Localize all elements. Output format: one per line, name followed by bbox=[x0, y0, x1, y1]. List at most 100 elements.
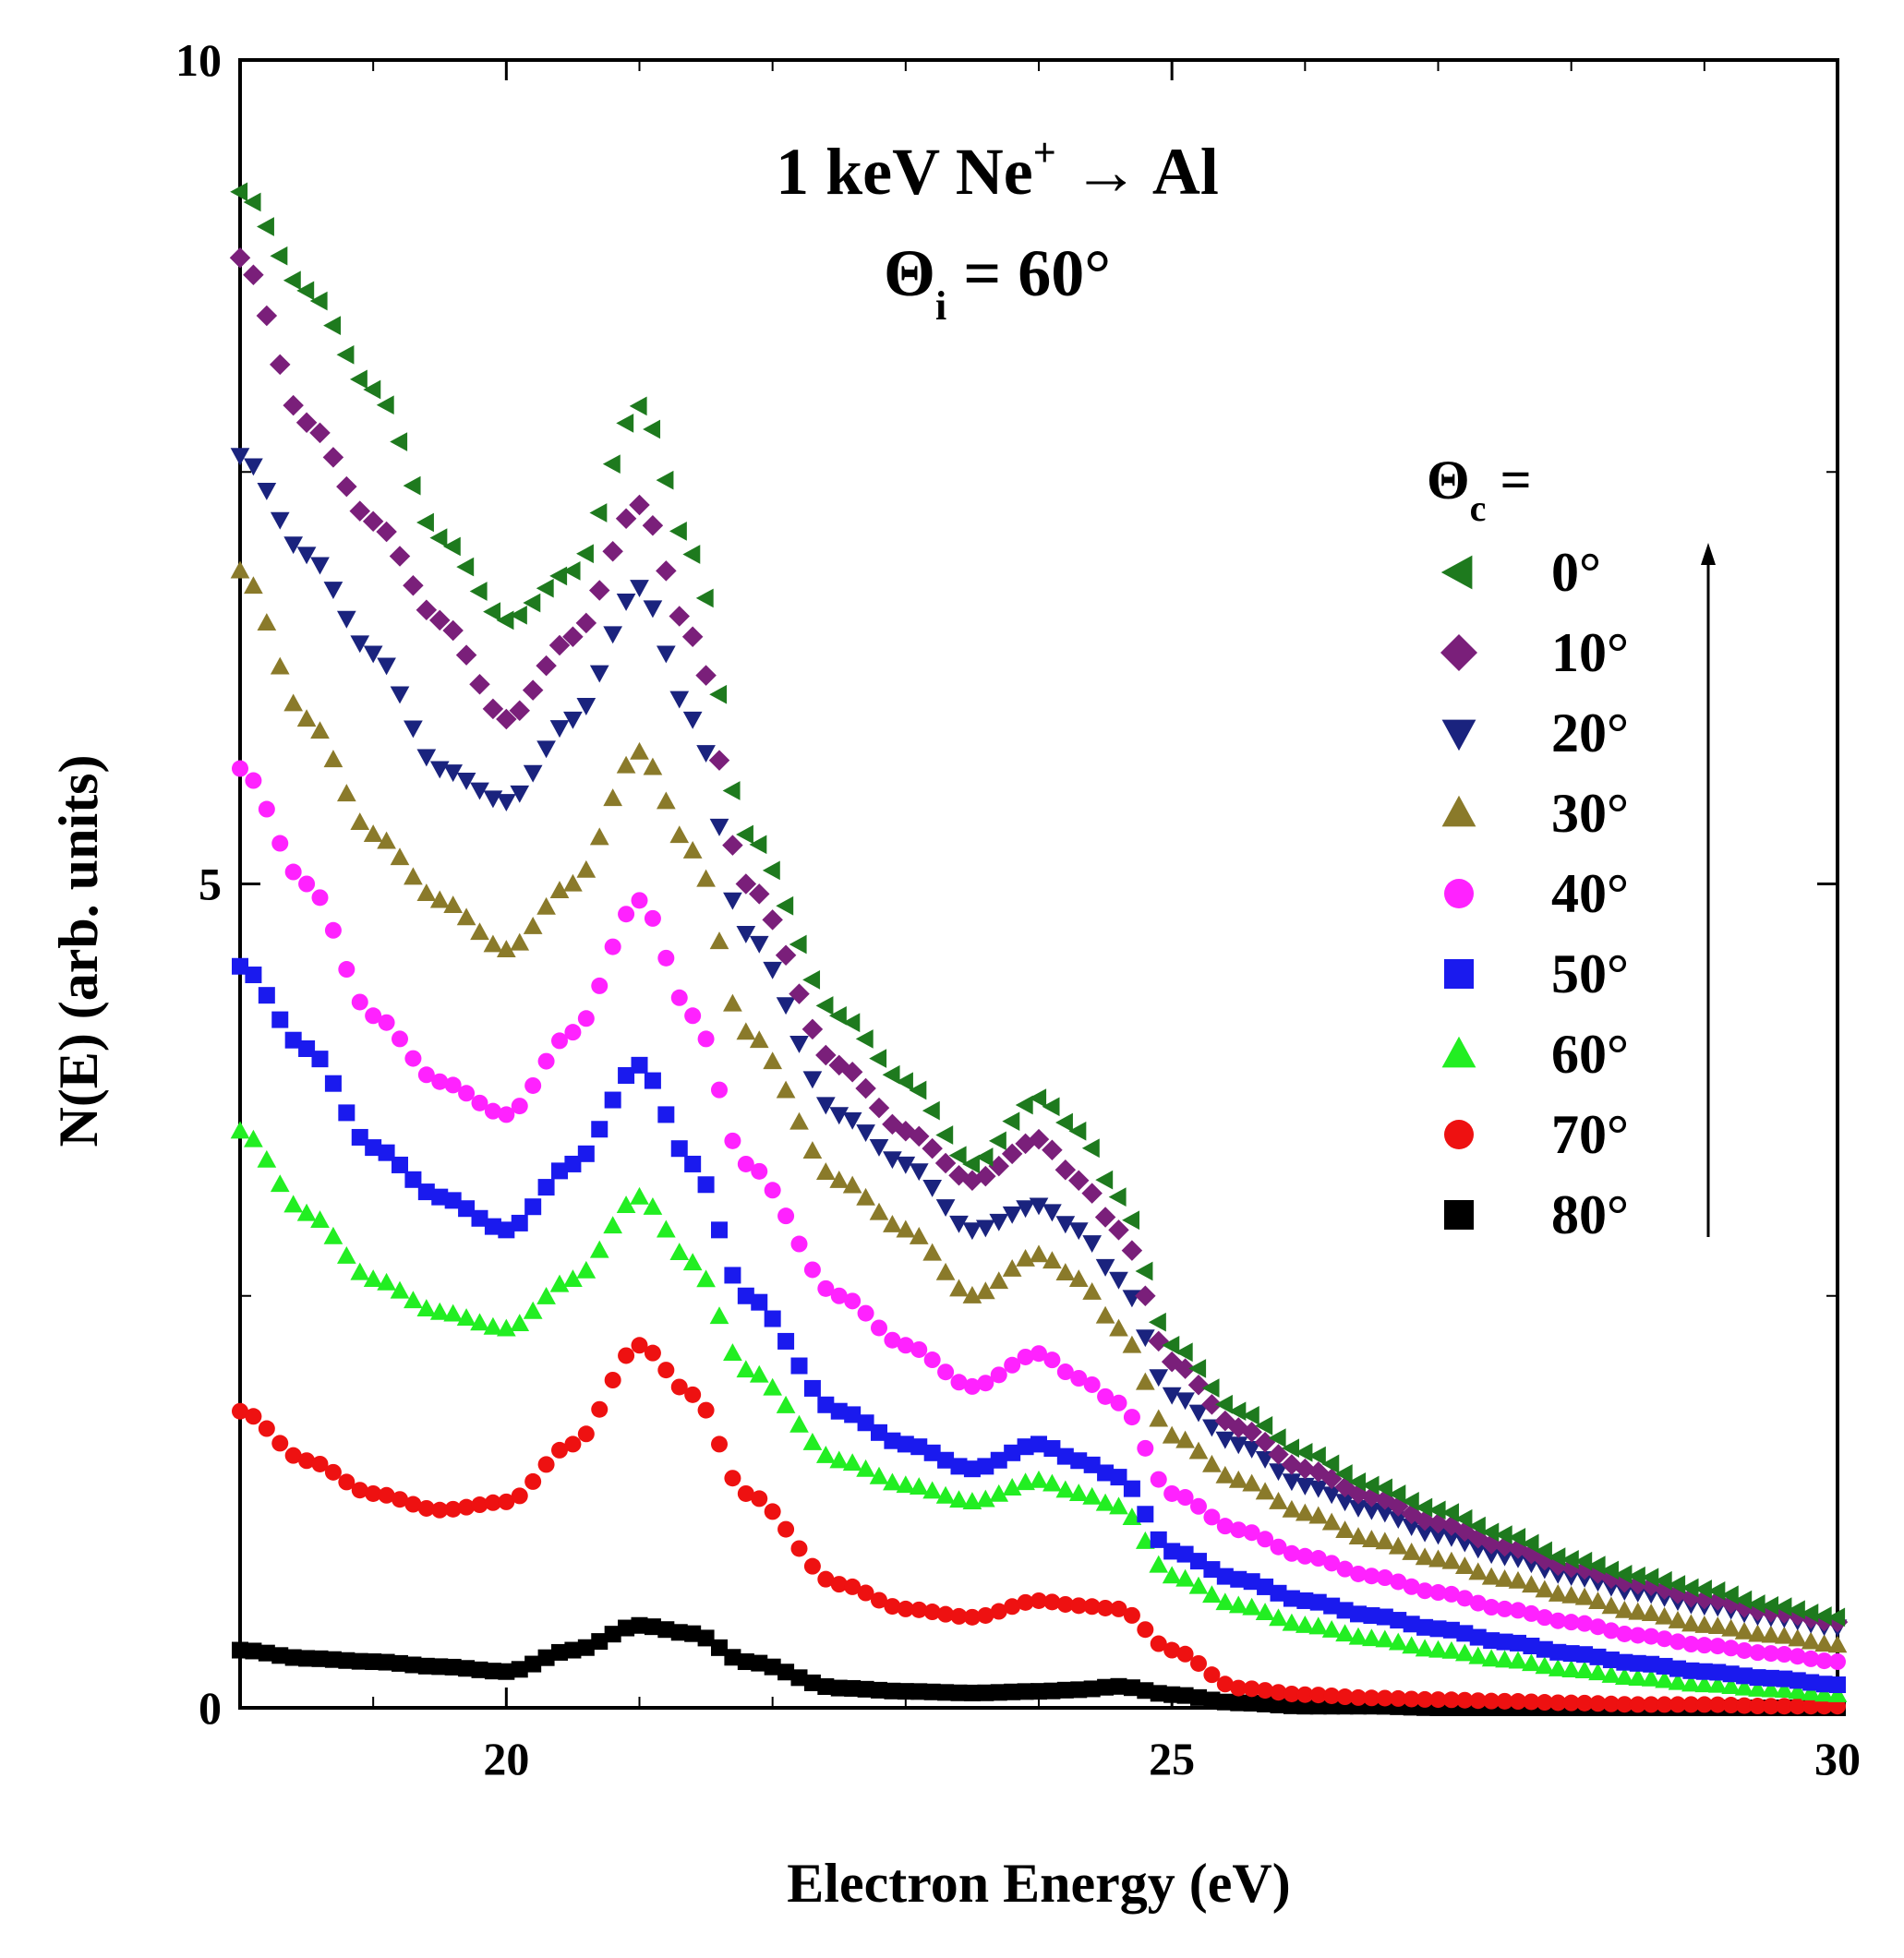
data-point bbox=[1030, 1683, 1047, 1700]
data-point bbox=[1042, 1204, 1062, 1222]
data-point bbox=[1681, 1578, 1699, 1598]
data-point bbox=[296, 547, 317, 565]
data-point bbox=[1042, 1139, 1063, 1160]
data-point bbox=[524, 1076, 542, 1094]
x-tick-label: 20 bbox=[483, 1733, 529, 1784]
data-point bbox=[1375, 1505, 1395, 1523]
data-point bbox=[310, 557, 330, 575]
data-point bbox=[258, 1644, 275, 1662]
y-tick-label: 10 bbox=[175, 34, 222, 86]
data-point bbox=[1230, 1570, 1247, 1588]
data-point bbox=[616, 755, 636, 774]
data-point bbox=[1055, 1263, 1076, 1281]
data-point bbox=[803, 1379, 821, 1397]
data-point bbox=[1110, 1677, 1127, 1695]
data-point bbox=[990, 1603, 1007, 1620]
data-point bbox=[857, 1680, 874, 1698]
data-point bbox=[1801, 1631, 1821, 1650]
data-point bbox=[829, 1171, 850, 1188]
data-point bbox=[618, 906, 635, 923]
data-point bbox=[1309, 1593, 1327, 1611]
data-point bbox=[1270, 1696, 1287, 1713]
data-point bbox=[245, 1408, 262, 1425]
data-point bbox=[549, 720, 570, 739]
data-point bbox=[1508, 1528, 1526, 1547]
data-point bbox=[1416, 1618, 1434, 1636]
data-point bbox=[1163, 1484, 1181, 1502]
data-point bbox=[1736, 1697, 1753, 1714]
data-point bbox=[751, 1293, 768, 1311]
data-point bbox=[603, 788, 623, 807]
data-point bbox=[1522, 1575, 1541, 1593]
data-point bbox=[1002, 1111, 1020, 1132]
data-point bbox=[576, 698, 597, 715]
data-point bbox=[1589, 1618, 1607, 1636]
data-point bbox=[883, 1214, 902, 1232]
data-point bbox=[1561, 1550, 1579, 1569]
data-point bbox=[684, 1386, 702, 1403]
data-point bbox=[564, 1155, 582, 1172]
data-point bbox=[591, 1633, 609, 1651]
data-point bbox=[1082, 1281, 1103, 1300]
data-point bbox=[1641, 1604, 1661, 1622]
data-point bbox=[1403, 1690, 1420, 1708]
data-point bbox=[1669, 1696, 1686, 1713]
data-point bbox=[1123, 1409, 1140, 1426]
series-0deg bbox=[230, 182, 1846, 1628]
data-point bbox=[1016, 1472, 1035, 1491]
data-point bbox=[1002, 1259, 1022, 1277]
data-point bbox=[776, 895, 794, 916]
data-point bbox=[444, 1076, 462, 1094]
data-point bbox=[1042, 1097, 1060, 1117]
data-point bbox=[458, 1660, 476, 1677]
data-point bbox=[1029, 1470, 1049, 1488]
data-point bbox=[1109, 1496, 1128, 1515]
data-point bbox=[1483, 1632, 1500, 1650]
data-point bbox=[270, 354, 291, 376]
data-point bbox=[551, 1643, 568, 1661]
data-point bbox=[857, 1584, 874, 1602]
data-point bbox=[456, 557, 475, 577]
data-point bbox=[856, 1187, 875, 1206]
data-point bbox=[844, 1679, 862, 1697]
data-point bbox=[909, 1125, 930, 1147]
data-point bbox=[1720, 1585, 1739, 1605]
data-point bbox=[1827, 1607, 1846, 1628]
data-point bbox=[1215, 1592, 1235, 1611]
data-point bbox=[722, 781, 741, 800]
data-point bbox=[498, 1663, 515, 1680]
data-point bbox=[842, 1111, 862, 1130]
data-point bbox=[656, 470, 674, 490]
data-point bbox=[1148, 1312, 1166, 1332]
data-point bbox=[1228, 1401, 1247, 1422]
data-point bbox=[431, 1073, 449, 1090]
data-point bbox=[351, 1482, 368, 1499]
data-point bbox=[509, 605, 527, 625]
data-point bbox=[817, 1570, 835, 1588]
data-point bbox=[310, 1210, 330, 1229]
data-point bbox=[1401, 1492, 1419, 1511]
data-point bbox=[1576, 1694, 1594, 1712]
data-point bbox=[1429, 1584, 1447, 1602]
data-point bbox=[869, 1049, 887, 1068]
data-point bbox=[975, 1489, 995, 1508]
data-point bbox=[1362, 1530, 1381, 1548]
data-point bbox=[1175, 1392, 1195, 1411]
data-point bbox=[1801, 1683, 1821, 1700]
data-point bbox=[258, 1420, 275, 1437]
data-point bbox=[711, 1081, 728, 1099]
data-point bbox=[896, 1219, 916, 1238]
data-point bbox=[1243, 1695, 1260, 1712]
legend-label: 60° bbox=[1551, 1024, 1629, 1085]
data-point bbox=[949, 1490, 969, 1508]
data-point bbox=[392, 1491, 408, 1508]
data-point bbox=[656, 560, 677, 582]
data-point bbox=[1709, 1696, 1727, 1713]
data-point bbox=[1363, 1689, 1380, 1707]
data-point bbox=[790, 1235, 808, 1253]
data-point bbox=[444, 1658, 462, 1676]
data-point bbox=[575, 612, 597, 634]
data-point bbox=[257, 217, 274, 236]
data-point bbox=[871, 1423, 887, 1441]
data-point bbox=[376, 395, 394, 415]
